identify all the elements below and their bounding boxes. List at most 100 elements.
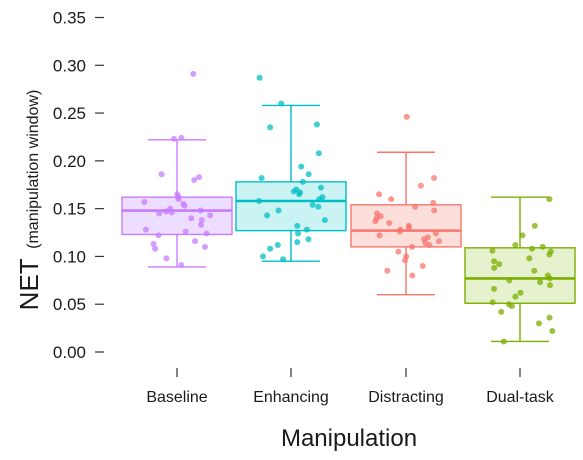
data-point: [491, 285, 498, 292]
data-point: [195, 174, 202, 181]
data-point: [409, 272, 416, 279]
data-point: [188, 215, 195, 222]
data-point: [384, 267, 391, 274]
data-point: [303, 226, 310, 233]
data-point: [431, 207, 438, 214]
data-point: [491, 258, 498, 265]
data-point: [203, 230, 210, 237]
data-point: [156, 210, 163, 217]
data-point: [529, 245, 536, 252]
data-point: [549, 327, 556, 334]
box-group-baseline: [121, 70, 233, 269]
data-point: [430, 199, 437, 206]
data-point: [313, 121, 320, 128]
data-point: [546, 282, 553, 289]
box-group-dual-task: [464, 196, 576, 345]
data-point: [197, 207, 204, 214]
data-point: [317, 184, 324, 191]
data-point: [296, 191, 303, 198]
data-point: [309, 201, 316, 208]
data-point: [498, 308, 505, 315]
data-point: [431, 175, 438, 182]
data-point: [526, 255, 533, 262]
data-point: [376, 232, 383, 239]
data-point: [170, 135, 177, 142]
data-point: [376, 191, 383, 198]
data-point: [155, 232, 162, 239]
data-point: [489, 299, 496, 306]
data-point: [191, 176, 198, 183]
y-tick-label: 0.20: [53, 152, 86, 171]
data-point: [275, 207, 282, 214]
data-point: [419, 262, 426, 269]
data-point: [202, 243, 209, 250]
data-point: [386, 219, 393, 226]
x-axis-title: Manipulation: [281, 425, 417, 452]
data-point: [278, 100, 285, 107]
data-point: [280, 256, 287, 263]
box-group-enhancing: [235, 74, 347, 263]
x-tick-label: Enhancing: [253, 389, 329, 406]
data-point: [512, 293, 519, 300]
box-iqr: [235, 181, 347, 232]
y-tick-label: 0.05: [53, 295, 86, 314]
data-point: [546, 251, 553, 258]
data-point: [408, 243, 415, 250]
data-point: [264, 212, 271, 219]
data-point: [274, 241, 281, 248]
data-point: [321, 217, 328, 224]
data-point: [207, 212, 214, 219]
y-axis-title-sub: (manipulation window): [25, 90, 42, 249]
box-iqr: [121, 196, 233, 236]
data-point: [175, 196, 182, 203]
data-point: [512, 241, 519, 248]
data-point: [417, 182, 424, 189]
data-point: [181, 202, 188, 209]
data-point: [192, 238, 199, 245]
svg-text:NET (manipulation wind: NET (manipulation window): [14, 90, 44, 311]
y-tick-label: 0.10: [53, 247, 86, 266]
data-point: [372, 218, 379, 225]
y-tick-label: 0.30: [53, 56, 86, 75]
data-point: [508, 303, 515, 310]
box-series: [121, 70, 576, 345]
data-point: [290, 188, 297, 195]
data-point: [517, 289, 524, 296]
data-point: [267, 124, 274, 131]
data-point: [299, 178, 306, 185]
data-point: [163, 255, 170, 262]
data-point: [256, 197, 263, 204]
data-point: [539, 243, 546, 250]
data-point: [535, 320, 542, 327]
x-tick-label: Dual-task: [486, 389, 555, 406]
x-axis: Baseline Enhancing Distracting Dual-task: [146, 368, 555, 406]
data-point: [142, 226, 149, 233]
data-point: [158, 171, 165, 178]
data-point: [531, 222, 538, 229]
data-point: [259, 253, 266, 260]
data-point: [182, 228, 189, 235]
data-point: [546, 314, 553, 321]
data-point: [298, 163, 305, 170]
data-point: [546, 275, 553, 282]
data-point: [152, 245, 159, 252]
data-point: [489, 247, 496, 254]
data-point: [436, 238, 443, 245]
data-point: [295, 230, 302, 237]
data-point: [163, 208, 170, 215]
data-point: [178, 134, 185, 141]
data-point: [316, 196, 323, 203]
data-point: [198, 217, 205, 224]
data-point: [537, 279, 544, 286]
data-point: [141, 198, 148, 205]
data-point: [294, 222, 301, 229]
y-tick-label: 0.15: [53, 200, 86, 219]
y-tick-label: 0.25: [53, 104, 86, 123]
box-group-distracting: [350, 113, 462, 296]
data-point: [519, 232, 526, 239]
data-point: [432, 230, 439, 237]
data-point: [258, 175, 265, 182]
data-point: [315, 203, 322, 210]
